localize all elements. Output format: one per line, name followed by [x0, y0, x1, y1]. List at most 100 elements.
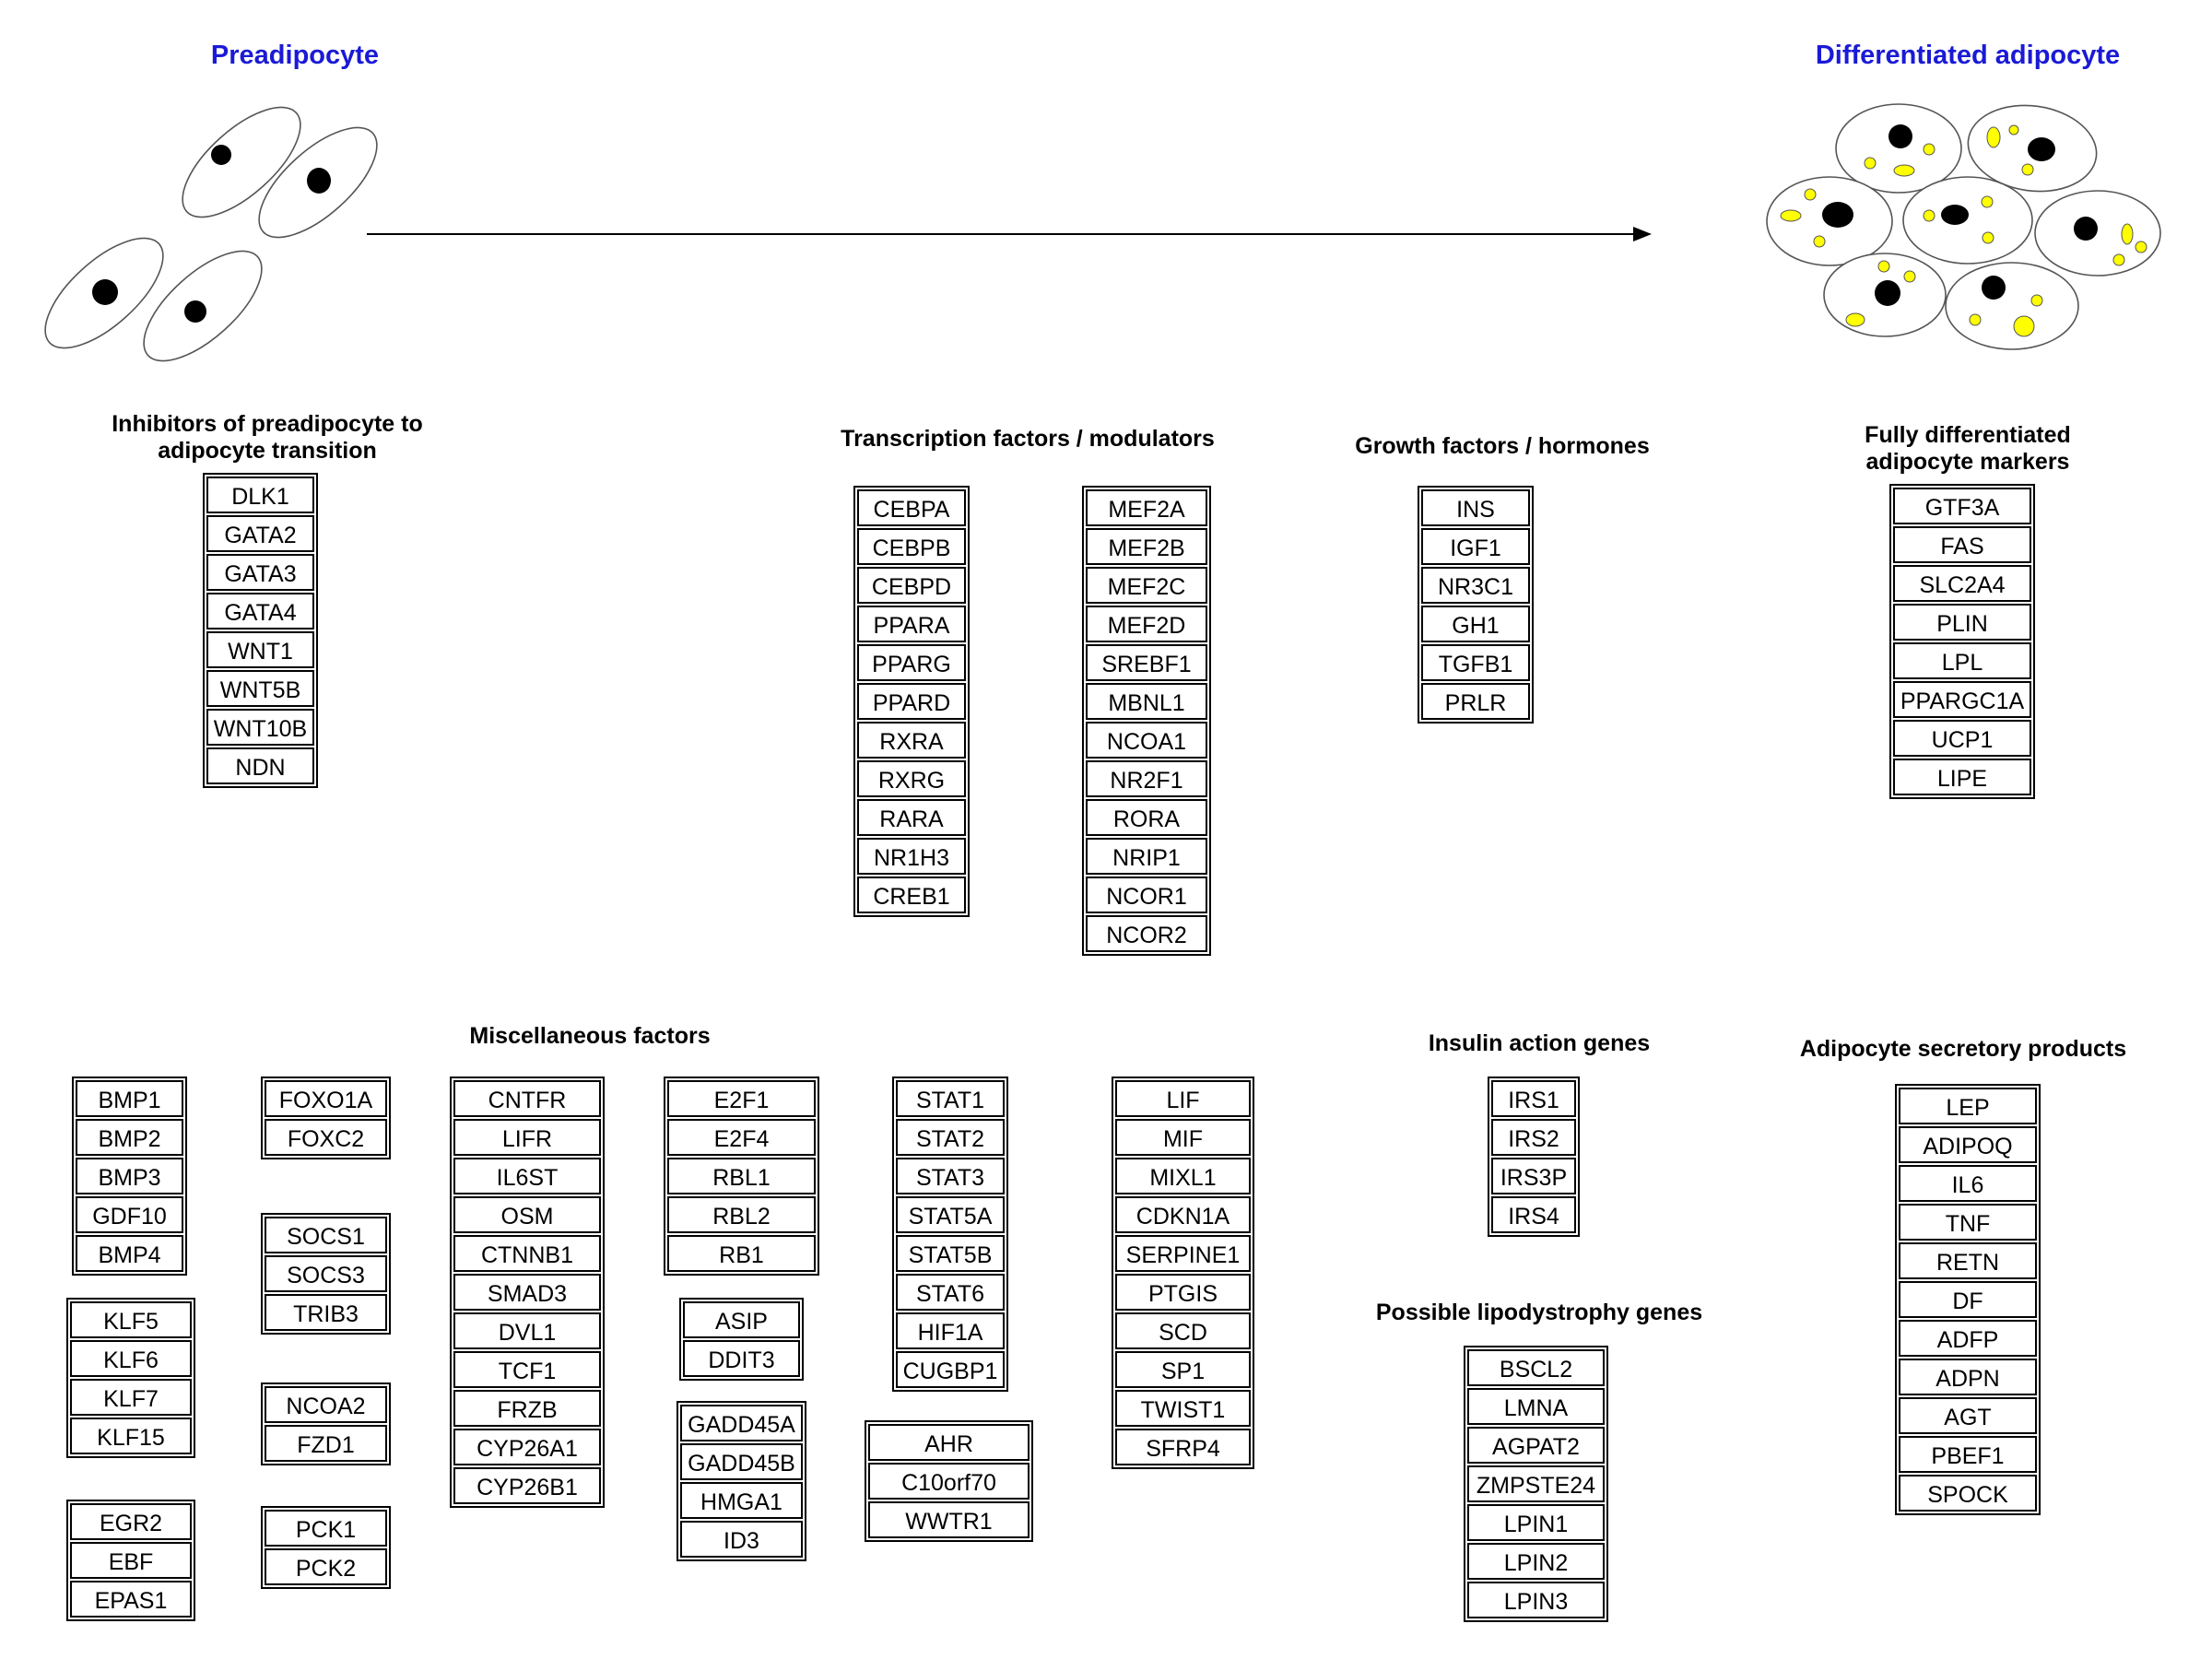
gene-box: SP1: [1115, 1351, 1251, 1388]
gene-box: STAT2: [896, 1119, 1005, 1156]
gene-list-misc-egr: EGR2 EBF EPAS1: [66, 1500, 195, 1621]
gene-box: GATA3: [206, 554, 314, 591]
gene-box: MBNL1: [1086, 683, 1207, 720]
gene-box: NRIP1: [1086, 838, 1207, 875]
lipid-droplet: [2008, 124, 2019, 135]
adipocyte-cell: [1766, 176, 1893, 266]
gene-box: LIFR: [453, 1119, 601, 1156]
gene-box: NR2F1: [1086, 760, 1207, 797]
gene-list-misc-cntf: CNTFR LIFR IL6ST OSM CTNNB1 SMAD3 DVL1 TCF1 FRZB…: [450, 1077, 605, 1508]
section-heading-transcription-factors: Transcription factors / modulators: [841, 426, 1215, 452]
gene-box: LPL: [1893, 642, 2031, 679]
gene-list-misc-gadd: GADD45A GADD45B HMGA1 ID3: [677, 1401, 806, 1561]
gene-box: RORA: [1086, 799, 1207, 836]
gene-box: PBEF1: [1899, 1436, 2037, 1473]
gene-list-adipocyte-markers: GTF3A FAS SLC2A4 PLIN LPL PPARGC1A UCP1 LIPE: [1889, 484, 2035, 799]
gene-box: NCOR2: [1086, 915, 1207, 952]
gene-box: SFRP4: [1115, 1429, 1251, 1465]
gene-box: UCP1: [1893, 720, 2031, 757]
gene-box: WNT5B: [206, 670, 314, 707]
gene-box: FRZB: [453, 1390, 601, 1427]
gene-box: IRS1: [1491, 1080, 1576, 1117]
gene-box: CEBPD: [857, 567, 966, 604]
gene-box: AGT: [1899, 1397, 2037, 1434]
gene-box: HIF1A: [896, 1312, 1005, 1349]
lipid-droplet: [2013, 315, 2035, 337]
gene-box: WNT1: [206, 631, 314, 668]
gene-box: DDIT3: [683, 1340, 800, 1377]
lipid-droplet: [1923, 209, 1936, 222]
lipid-droplet: [2030, 294, 2043, 307]
gene-box: CYP26B1: [453, 1467, 601, 1504]
gene-box: IRS3P: [1491, 1158, 1576, 1194]
gene-box: AGPAT2: [1467, 1427, 1605, 1464]
adipocyte-cell: [1823, 253, 1947, 337]
section-heading-secretory-products: Adipocyte secretory products: [1799, 1036, 2127, 1062]
gene-box: AHR: [868, 1424, 1030, 1461]
lipid-droplet: [1877, 260, 1890, 273]
gene-box: HMGA1: [680, 1482, 803, 1519]
gene-list-secretory-products: LEP ADIPOQ IL6 TNF RETN DF ADFP ADPN AGT PBEF1 SPO…: [1895, 1084, 2041, 1515]
nucleus: [1822, 202, 1853, 228]
gene-list-transcription-factors-b: MEF2A MEF2B MEF2C MEF2D SREBF1 MBNL1 NCOA1 NR2F…: [1082, 486, 1211, 956]
gene-box: PPARD: [857, 683, 966, 720]
nucleus: [1941, 205, 1969, 225]
gene-box: LIPE: [1893, 759, 2031, 795]
nucleus: [1875, 280, 1900, 306]
gene-box: GADD45A: [680, 1405, 803, 1441]
gene-box: SOCS3: [265, 1255, 387, 1292]
gene-box: CYP26A1: [453, 1429, 601, 1465]
gene-box: KLF7: [70, 1379, 192, 1416]
gene-box: ASIP: [683, 1301, 800, 1338]
nucleus: [2028, 137, 2055, 161]
gene-box: IGF1: [1421, 528, 1530, 565]
section-heading-growth-factors: Growth factors / hormones: [1355, 433, 1650, 459]
gene-list-misc-stat: STAT1 STAT2 STAT3 STAT5A STAT5B STAT6 HIF1A CUG…: [892, 1077, 1008, 1392]
gene-box: BSCL2: [1467, 1349, 1605, 1386]
adipocyte-cells: [1766, 103, 2161, 350]
lipid-droplet: [1986, 126, 2001, 148]
gene-box: CNTFR: [453, 1080, 601, 1117]
preadipocyte-cell: [44, 237, 164, 349]
gene-box: FOXC2: [265, 1119, 387, 1156]
gene-box: PTGIS: [1115, 1274, 1251, 1311]
gene-box: WWTR1: [868, 1501, 1030, 1538]
gene-box: CUGBP1: [896, 1351, 1005, 1388]
gene-box: CDKN1A: [1115, 1196, 1251, 1233]
preadipocyte-cell: [182, 106, 301, 218]
gene-box: NR3C1: [1421, 567, 1530, 604]
adipocyte-cell: [2034, 190, 2161, 276]
gene-box: NCOA1: [1086, 722, 1207, 759]
gene-box: OSM: [453, 1196, 601, 1233]
gene-list-inhibitors: DLK1 GATA2 GATA3 GATA4 WNT1 WNT5B WNT10B NDN: [203, 473, 318, 788]
gene-box: NR1H3: [857, 838, 966, 875]
gene-box: C10orf70: [868, 1463, 1030, 1500]
gene-box: WNT10B: [206, 709, 314, 746]
gene-box: LPIN3: [1467, 1582, 1605, 1618]
gene-box: KLF15: [70, 1418, 192, 1454]
gene-box: TNF: [1899, 1204, 2037, 1241]
gene-box: RB1: [667, 1235, 816, 1272]
gene-box: BMP2: [76, 1119, 183, 1156]
nucleus: [307, 168, 331, 194]
gene-box: IRS4: [1491, 1196, 1576, 1233]
gene-box: KLF5: [70, 1301, 192, 1338]
adipocyte-cell: [1945, 262, 2079, 350]
adipocyte-cell: [1967, 104, 2098, 193]
gene-box: SPOCK: [1899, 1475, 2037, 1512]
gene-box: GH1: [1421, 606, 1530, 642]
section-heading-lipodystrophy: Possible lipodystrophy genes: [1375, 1300, 1703, 1325]
gene-box: MEF2D: [1086, 606, 1207, 642]
gene-box: GATA4: [206, 593, 314, 629]
nucleus: [1982, 276, 2006, 300]
gene-box: RBL1: [667, 1158, 816, 1194]
lipid-droplet: [1780, 209, 1802, 222]
gene-box: PCK1: [265, 1510, 387, 1547]
gene-box: LPIN1: [1467, 1504, 1605, 1541]
gene-box: FOXO1A: [265, 1080, 387, 1117]
nucleus: [92, 279, 118, 305]
nucleus: [2074, 217, 2098, 241]
gene-list-misc-e2f: E2F1 E2F4 RBL1 RBL2 RB1: [664, 1077, 819, 1276]
gene-box: FAS: [1893, 526, 2031, 563]
